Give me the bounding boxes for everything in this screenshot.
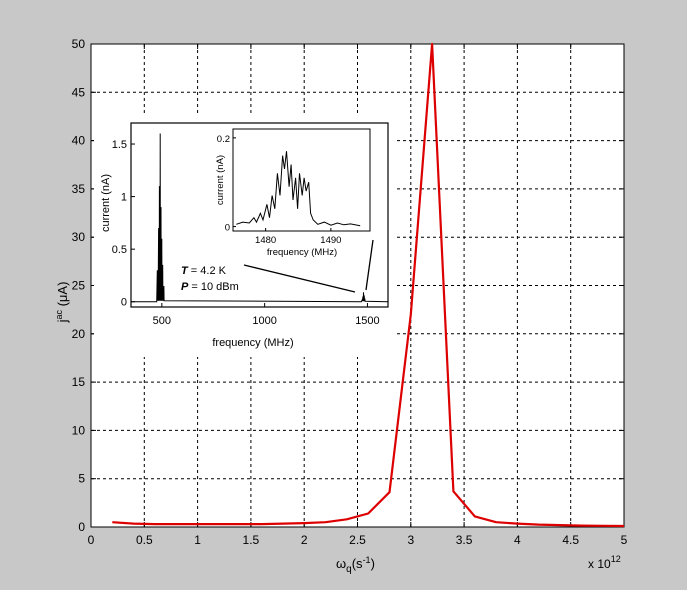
inset-figure: 500 1000 1500 0 0.5 1 1.5 frequency (MHz) cur…	[94, 115, 397, 357]
inset-y-tick-label: 0.5	[112, 244, 127, 256]
nested-y-label: current (nA)	[215, 155, 226, 205]
inset-y-label: current (nA)	[100, 174, 112, 232]
x-tick-label: 2.5	[349, 533, 366, 547]
y-tick-label: 45	[72, 85, 86, 99]
y-tick-label: 30	[72, 230, 86, 244]
x-tick-label: 2	[301, 533, 308, 547]
y-tick-label: 35	[72, 182, 86, 196]
main-series-line	[112, 42, 625, 528]
nested-y-tick-label: 0.2	[217, 134, 230, 145]
y-tick-label: 40	[72, 134, 86, 148]
x-tick-label: 4	[514, 533, 521, 547]
x-tick-label: 1.5	[243, 533, 260, 547]
inset-plot-frame	[130, 122, 389, 308]
x-tick-label: 1	[194, 533, 201, 547]
x-tick-label: 5	[621, 533, 628, 547]
zoom-connector-left	[243, 264, 356, 293]
inset-annotation-temperature: T = 4.2 K	[181, 265, 227, 277]
inset-y-tick-label: 1	[121, 192, 127, 204]
inset-spectrum-line	[131, 133, 389, 303]
y-axis-label: jac (μA)	[54, 282, 70, 324]
nested-x-label: frequency (MHz)	[267, 247, 337, 258]
y-tick-label: 5	[78, 472, 85, 486]
inset-annotation-power: P = 10 dBm	[181, 281, 239, 293]
nested-spectrum-line	[236, 151, 361, 227]
nested-x-tick-label: 1490	[320, 235, 341, 246]
inset-x-ticks: 500 1000 1500	[153, 303, 380, 327]
x-tick-label: 0.5	[136, 533, 153, 547]
y-tick-label: 20	[72, 327, 86, 341]
nested-x-ticks: 1480 1490	[255, 228, 341, 246]
y-tick-label: 25	[72, 279, 86, 293]
inset-x-tick-label: 500	[153, 315, 171, 327]
nested-inset-frame	[232, 128, 371, 232]
y-tick-label: 10	[72, 423, 86, 437]
inset-y-tick-label: 0	[121, 297, 127, 309]
x-axis-multiplier: x 1012	[588, 554, 621, 571]
nested-y-tick-label: 0	[225, 223, 230, 234]
zoom-connector-right	[365, 239, 374, 291]
inset-x-tick-label: 1500	[355, 315, 379, 327]
x-tick-label: 3	[407, 533, 414, 547]
y-tick-label: 15	[72, 375, 86, 389]
x-axis-label: ωq(s-1)	[336, 555, 375, 575]
main-x-ticks: 0 0.5 1 1.5 2 2.5 3 3.5 4 4.5 5	[88, 44, 628, 547]
y-tick-label: 0	[78, 520, 85, 534]
inset-x-tick-label: 1000	[252, 315, 276, 327]
x-tick-label: 0	[88, 533, 95, 547]
nested-x-tick-label: 1480	[255, 235, 276, 246]
x-tick-label: 3.5	[456, 533, 473, 547]
x-tick-label: 4.5	[562, 533, 579, 547]
inset-y-tick-label: 1.5	[112, 139, 127, 151]
nested-y-ticks: 00.2	[217, 134, 236, 234]
inset-x-label: frequency (MHz)	[212, 337, 293, 349]
y-tick-label: 50	[72, 37, 86, 51]
